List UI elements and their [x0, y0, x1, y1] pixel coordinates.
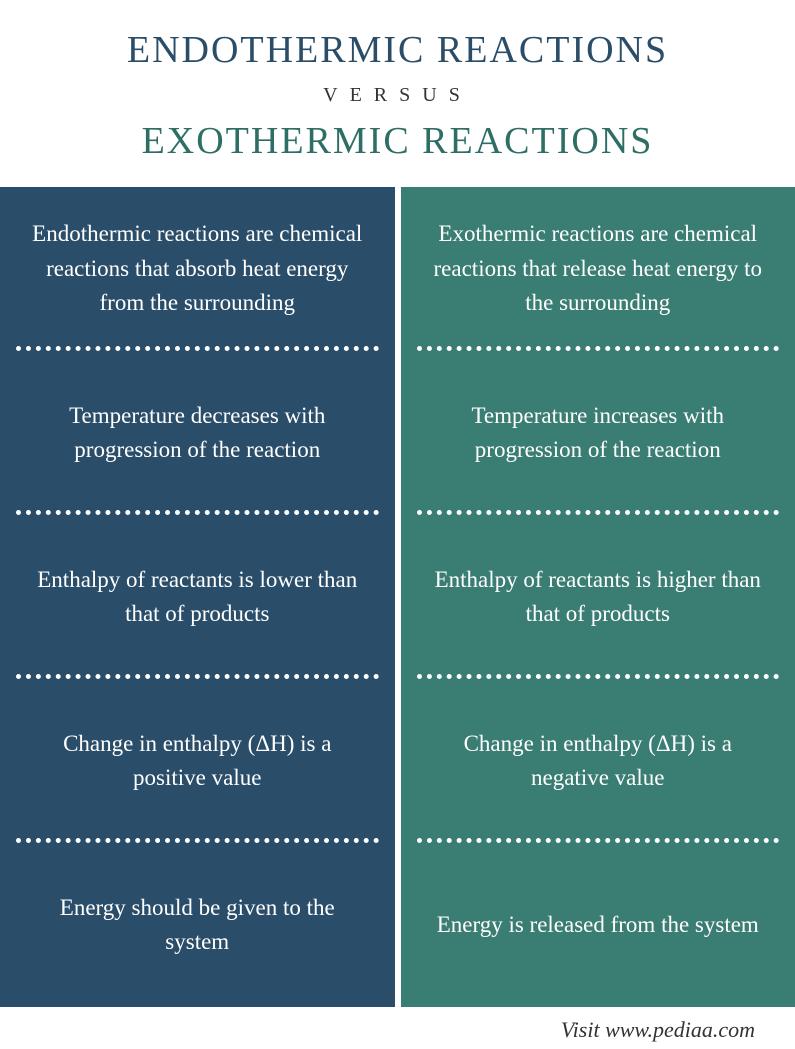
- title-endothermic: ENDOTHERMIC REACTIONS: [20, 28, 775, 72]
- cell-energy: Energy should be given to the system: [0, 843, 395, 1007]
- column-endothermic: Endothermic reactions are chemical react…: [0, 187, 395, 1007]
- cell-delta-h: Change in enthalpy (ΔH) is a positive va…: [0, 679, 395, 843]
- cell-definition: Exothermic reactions are chemical reacti…: [401, 187, 795, 351]
- cell-temperature: Temperature decreases with progression o…: [0, 351, 395, 515]
- cell-definition: Endothermic reactions are chemical react…: [0, 187, 395, 351]
- column-exothermic: Exothermic reactions are chemical reacti…: [401, 187, 795, 1007]
- versus-label: VERSUS: [20, 84, 775, 107]
- cell-energy: Energy is released from the system: [401, 843, 795, 1007]
- cell-delta-h: Change in enthalpy (ΔH) is a negative va…: [401, 679, 795, 843]
- footer-credit: Visit www.pediaa.com: [0, 1007, 795, 1043]
- cell-enthalpy-reactants: Enthalpy of reactants is lower than that…: [0, 515, 395, 679]
- comparison-columns: Endothermic reactions are chemical react…: [0, 187, 795, 1007]
- title-exothermic: EXOTHERMIC REACTIONS: [20, 119, 775, 163]
- cell-enthalpy-reactants: Enthalpy of reactants is higher than tha…: [401, 515, 795, 679]
- cell-temperature: Temperature increases with progression o…: [401, 351, 795, 515]
- header: ENDOTHERMIC REACTIONS VERSUS EXOTHERMIC …: [0, 0, 795, 187]
